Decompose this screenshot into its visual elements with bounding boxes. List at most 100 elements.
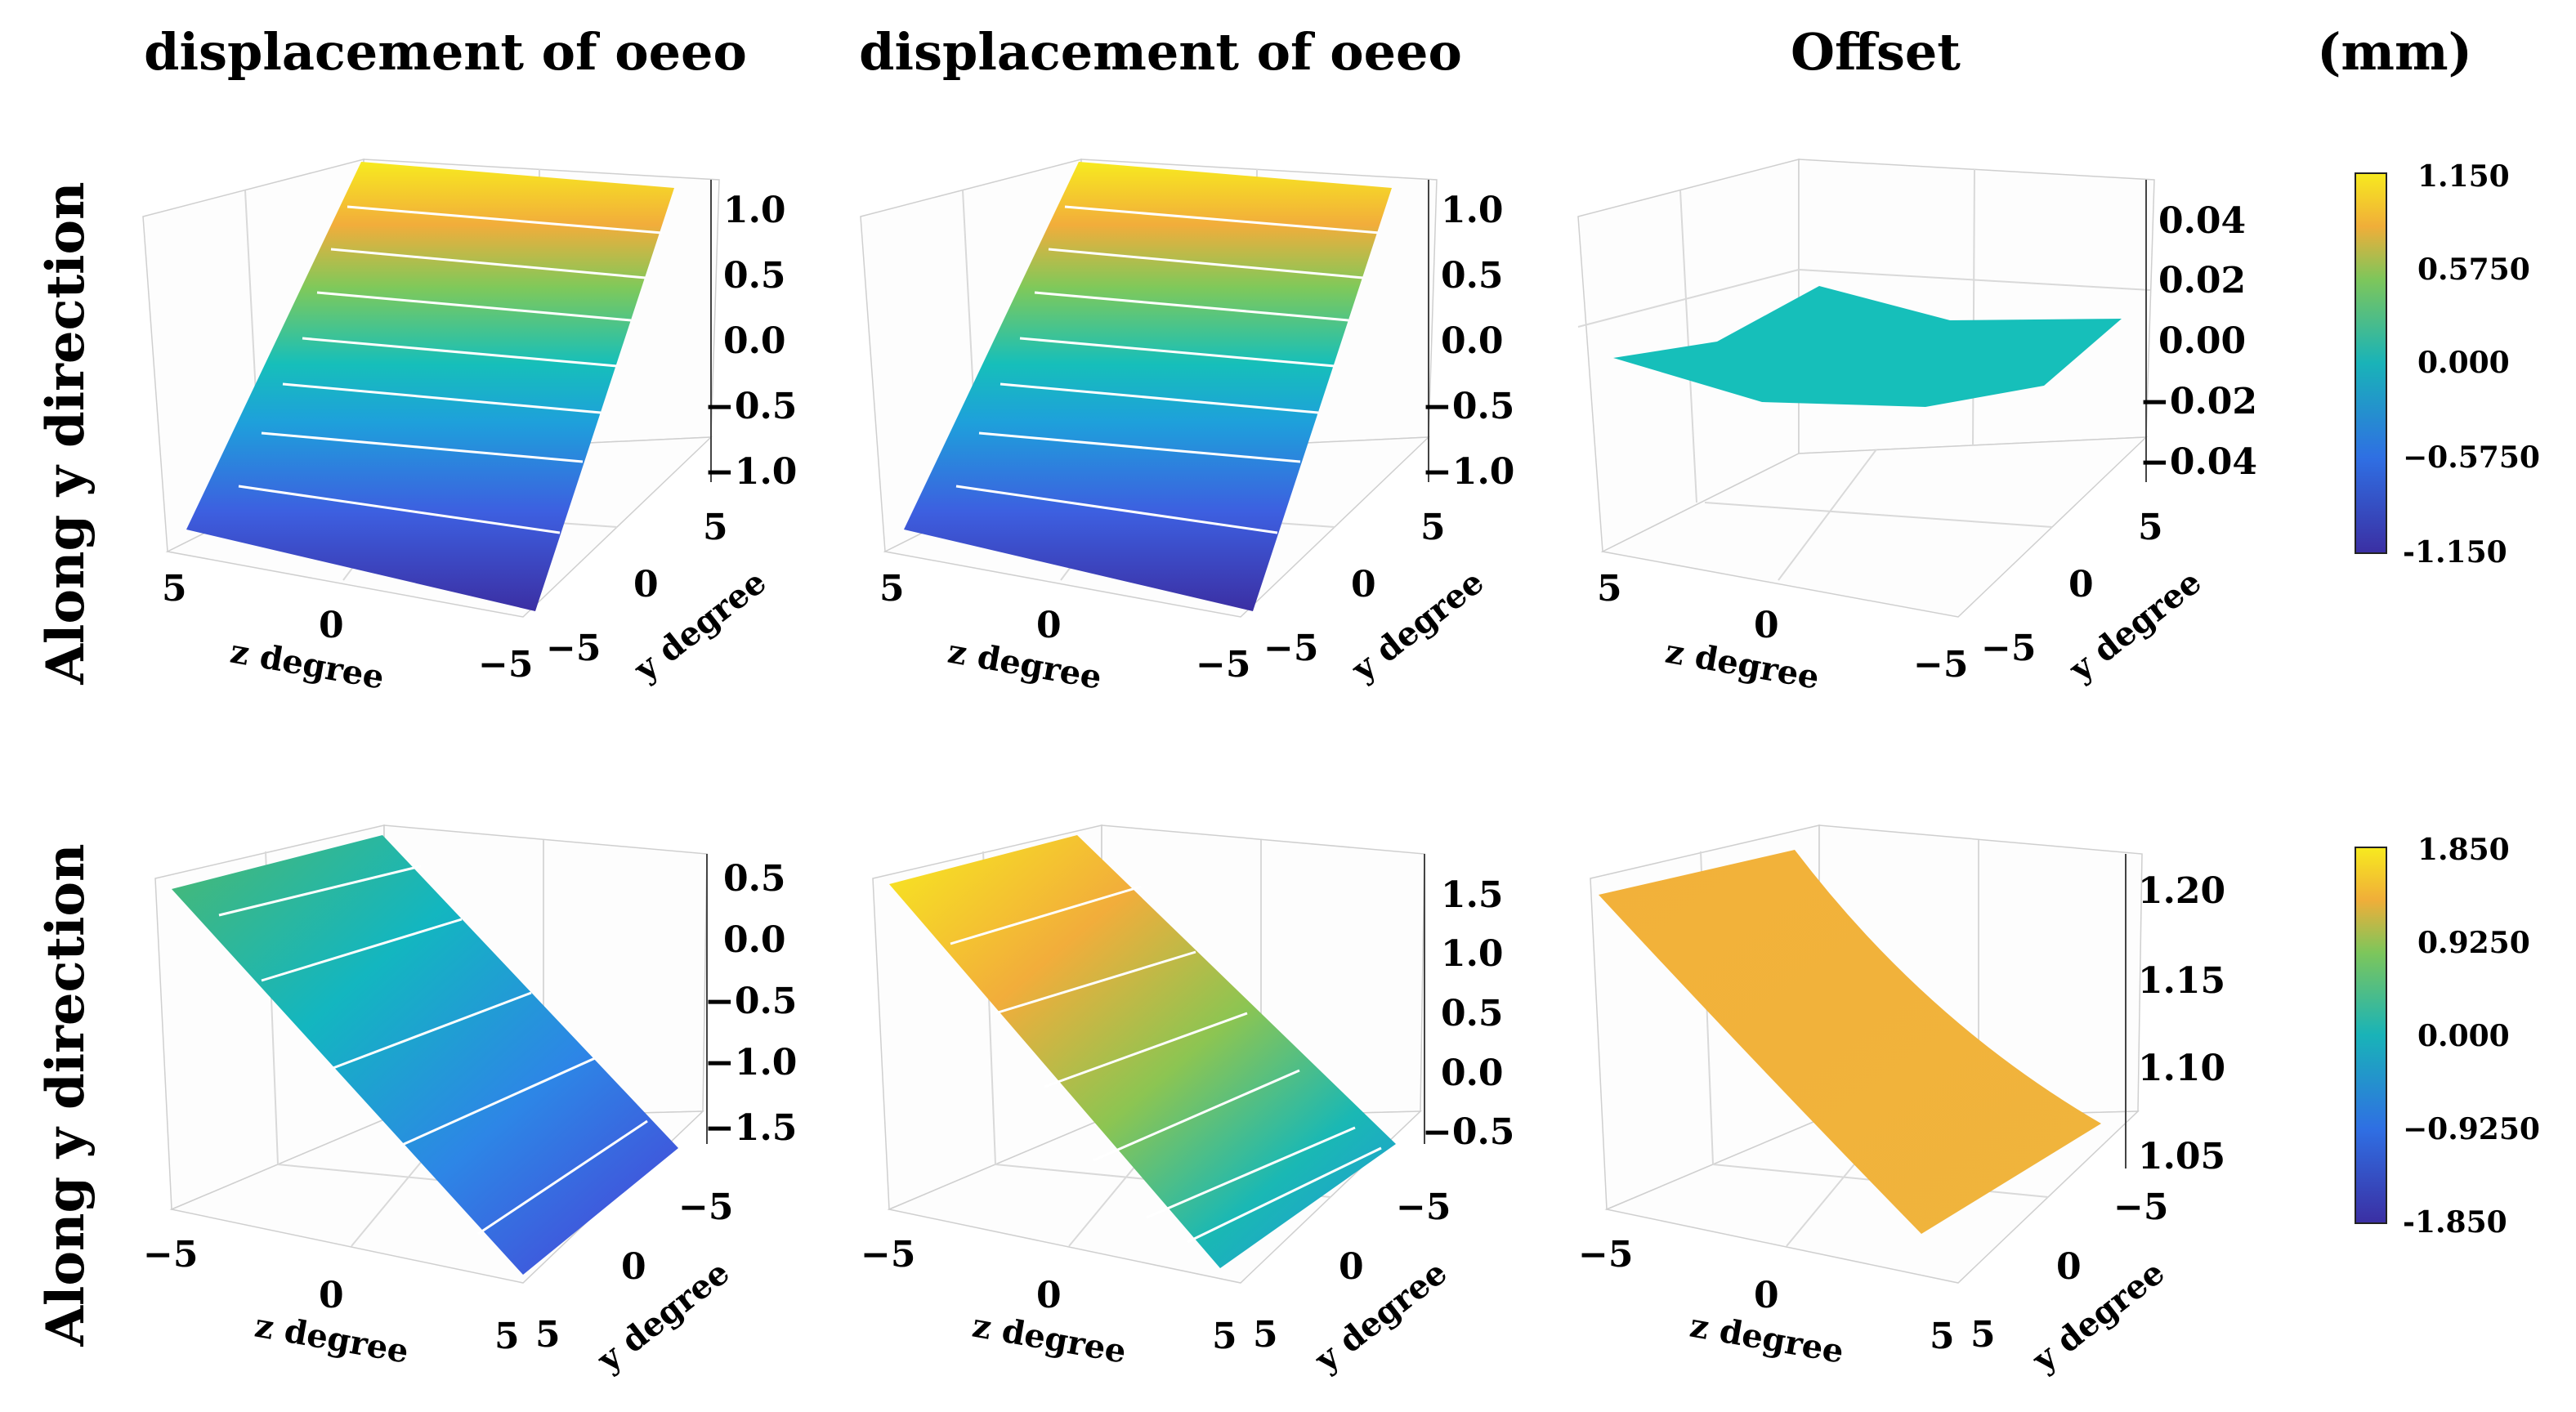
colorbar-tick: -1.150 [2403, 535, 2507, 570]
ztick: −1.0 [1422, 451, 1514, 493]
ztick: 1.5 [1441, 874, 1504, 916]
xtick: 0 [319, 1275, 344, 1316]
panel-r2c3: 1.20 1.15 1.10 1.05 −5 0 5 −5 0 5 z degr… [1578, 824, 2225, 1379]
row-label-1: Along y direction [35, 181, 96, 685]
contour-lines [955, 205, 1380, 534]
ylabel: y degree [1307, 1253, 1454, 1380]
ztick: 0.0 [1441, 320, 1504, 362]
ztick: −0.5 [1422, 386, 1514, 427]
xtick: 5 [879, 568, 905, 610]
ytick: 5 [1970, 1314, 1996, 1356]
ytick: 0 [621, 1246, 646, 1288]
xtick: 0 [319, 605, 344, 646]
surface-r1c1 [186, 162, 674, 611]
xtick: −5 [861, 1234, 915, 1276]
xtick: 0 [1754, 1275, 1779, 1316]
ylabel: y degree [589, 1253, 736, 1380]
ztick: 1.10 [2138, 1048, 2225, 1089]
panel-r1c2: 1.0 0.5 0.0 −0.5 −1.0 5 0 −5 −5 0 5 z de… [860, 159, 1514, 697]
ztick: 0.5 [1441, 993, 1504, 1034]
ztick: 1.15 [2138, 960, 2225, 1002]
ztick: 0.0 [723, 320, 786, 362]
xtick: 0 [1036, 605, 1062, 646]
xtick: −5 [478, 644, 533, 686]
ytick: 0 [2068, 564, 2094, 605]
xtick: −5 [143, 1234, 198, 1276]
ytick: −5 [1263, 628, 1318, 669]
colorbar-1: 1.150 0.5750 0.000 −0.5750 -1.150 [2355, 159, 2540, 570]
ztick: −1.0 [704, 1042, 797, 1084]
colorbar-tick: 0.5750 [2417, 252, 2530, 287]
colorbar-tick: 1.850 [2417, 833, 2510, 867]
panel-r2c1: 0.5 0.0 −0.5 −1.0 −1.5 −5 0 5 −5 0 5 z d… [143, 824, 797, 1380]
ztick: 1.0 [1441, 190, 1504, 231]
surface-r2c3 [1599, 850, 2101, 1234]
title-unit: (mm) [2317, 22, 2472, 82]
xlabel: z degree [227, 632, 387, 697]
xtick: 5 [1212, 1316, 1237, 1357]
ytick: −5 [1981, 628, 2036, 669]
contour-lines [950, 885, 1382, 1244]
ztick: 1.05 [2138, 1136, 2225, 1177]
xtick: −5 [1913, 644, 1968, 686]
xtick: 5 [494, 1316, 520, 1357]
ytick: 0 [2056, 1246, 2082, 1288]
ytick: 5 [1420, 507, 1446, 548]
ytick: 5 [1253, 1314, 1278, 1356]
xtick: 5 [1597, 568, 1622, 610]
ztick: 1.0 [723, 190, 786, 231]
surface-r1c3 [1613, 286, 2122, 407]
ztick: −0.04 [2140, 441, 2257, 483]
ytick: 5 [703, 507, 728, 548]
colorbar-tick: −0.9250 [2403, 1112, 2540, 1146]
panel-r2c2: 1.5 1.0 0.5 0.0 −0.5 −5 0 5 −5 0 5 z deg… [861, 824, 1514, 1380]
title-col1: displacement of oeeo [144, 22, 747, 82]
title-col2: displacement of oeeo [859, 22, 1462, 82]
ztick: 0.04 [2158, 200, 2246, 242]
title-col3: Offset [1791, 22, 1961, 82]
ytick: −5 [546, 628, 601, 669]
panel-r1c1: 1.0 0.5 0.0 −0.5 −1.0 5 0 −5 −5 0 5 z de… [142, 159, 797, 697]
xtick: −5 [1578, 1234, 1633, 1276]
surface-r2c1 [172, 835, 678, 1275]
colorbar-tick: 1.150 [2417, 159, 2510, 194]
xlabel: z degree [1662, 632, 1822, 697]
row-label-2: Along y direction [35, 843, 96, 1347]
colorbar-gradient [2355, 847, 2387, 1224]
surface-r1c2 [904, 162, 1392, 611]
ztick: 1.0 [1441, 933, 1504, 975]
colorbar-tick: 0.000 [2417, 346, 2510, 380]
ytick: −5 [678, 1186, 733, 1228]
colorbar-tick: 0.000 [2417, 1019, 2510, 1053]
ytick: 0 [633, 564, 659, 605]
xtick: 5 [162, 568, 187, 610]
ztick: −0.5 [1422, 1111, 1514, 1153]
xtick: 5 [1930, 1316, 1955, 1357]
ytick: 0 [1339, 1246, 1364, 1288]
contour-lines [218, 865, 648, 1236]
ztick: 0.5 [1441, 255, 1504, 297]
ztick: −1.0 [704, 451, 797, 493]
panel-r1c3: 0.04 0.02 0.00 −0.02 −0.04 5 0 −5 −5 0 5… [1577, 159, 2257, 697]
xtick: 0 [1036, 1275, 1062, 1316]
colorbar-gradient [2355, 172, 2387, 554]
ztick: −1.5 [704, 1107, 797, 1149]
ytick: −5 [2113, 1186, 2168, 1228]
colorbar-tick: −0.5750 [2403, 440, 2540, 475]
ztick: −0.5 [704, 386, 797, 427]
ztick: 0.0 [1441, 1052, 1504, 1094]
ztick: 1.20 [2138, 870, 2225, 912]
contour-lines [238, 205, 663, 534]
ztick: 0.5 [723, 858, 786, 900]
ztick: 0.0 [723, 919, 786, 961]
xtick: 0 [1754, 605, 1779, 646]
ztick: 0.00 [2158, 320, 2246, 362]
ztick: −0.02 [2140, 381, 2257, 422]
ztick: 0.5 [723, 255, 786, 297]
ztick: −0.5 [704, 981, 797, 1022]
ytick: −5 [1396, 1186, 1451, 1228]
colorbar-2: 1.850 0.9250 0.000 −0.9250 -1.850 [2355, 833, 2540, 1240]
colorbar-tick: -1.850 [2403, 1205, 2507, 1240]
ytick: 0 [1351, 564, 1376, 605]
